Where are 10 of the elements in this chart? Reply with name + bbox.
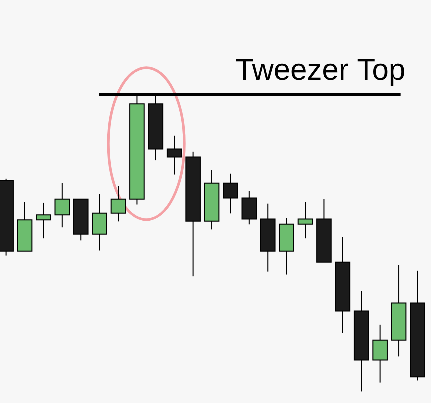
candlestick — [166, 135, 182, 176]
candlestick — [92, 194, 108, 252]
candlestick — [36, 202, 52, 240]
ref-line-label: Tweezer Top — [236, 59, 404, 86]
candlestick — [242, 190, 258, 226]
candlestick — [223, 173, 238, 214]
candlestick — [298, 202, 314, 240]
candlestick — [110, 186, 126, 222]
candlestick — [372, 324, 388, 384]
candlestick — [54, 182, 70, 228]
